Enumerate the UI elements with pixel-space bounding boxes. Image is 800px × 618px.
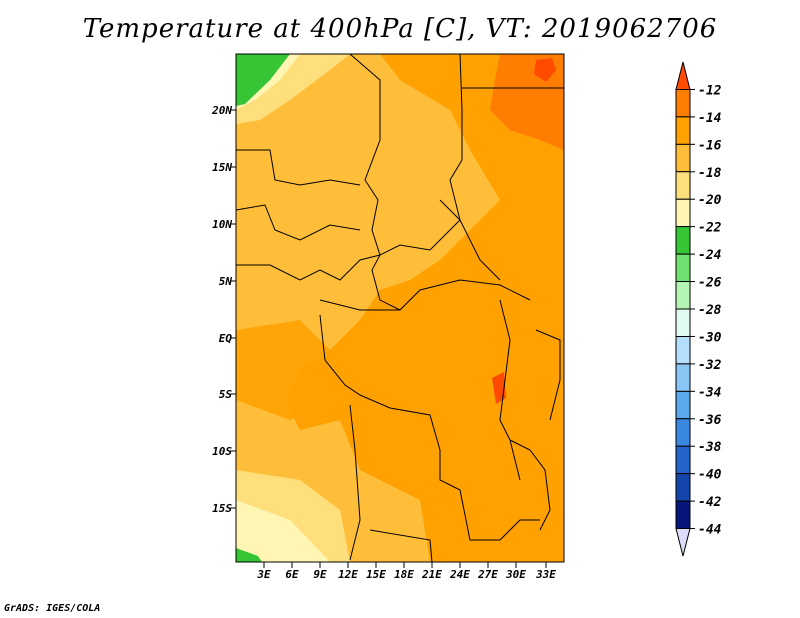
colorbar-label: -22 xyxy=(698,221,722,236)
svg-text:6E: 6E xyxy=(285,568,299,581)
svg-text:10S: 10S xyxy=(212,445,232,458)
lat-tick: 10S xyxy=(212,445,236,458)
colorbar: -12 -14 -16 -18 -20 -22 -24 -26 -28 -30 -32 -34 -36 -… xyxy=(675,61,722,557)
colorbar-label: -40 xyxy=(698,468,722,483)
colorbar-label: -16 xyxy=(698,138,722,153)
colorbar-label: -38 xyxy=(698,440,722,455)
colorbar-label: -12 xyxy=(698,83,722,98)
svg-text:30E: 30E xyxy=(505,568,526,581)
country-borders xyxy=(235,53,564,563)
colorbar-swatch xyxy=(675,143,691,173)
colorbar-swatch xyxy=(675,253,691,283)
colorbar-swatch xyxy=(675,281,691,310)
svg-text:3E: 3E xyxy=(256,568,271,581)
svg-text:15E: 15E xyxy=(366,568,386,581)
lon-tick: 27E xyxy=(477,562,498,581)
svg-text:5S: 5S xyxy=(219,388,233,401)
colorbar-swatch xyxy=(675,500,691,530)
colorbar-label: -36 xyxy=(698,413,722,428)
colorbar-swatch xyxy=(675,445,691,475)
lat-tick: 10N xyxy=(212,218,236,231)
colorbar-swatch xyxy=(675,116,691,145)
svg-text:24E: 24E xyxy=(449,568,470,581)
lon-tick: 24E xyxy=(449,562,470,581)
colorbar-label: -44 xyxy=(698,523,722,538)
lon-tick: 33E xyxy=(535,562,556,581)
lon-tick: 18E xyxy=(394,562,414,581)
lon-tick: 12E xyxy=(338,562,358,581)
lat-tick: 15S xyxy=(212,502,236,515)
svg-text:21E: 21E xyxy=(421,568,442,581)
colorbar-label: -28 xyxy=(698,303,722,318)
colorbar-label: -32 xyxy=(698,358,722,373)
lon-tick: 21E xyxy=(421,562,442,581)
colorbar-label: -30 xyxy=(698,330,722,345)
colorbar-swatch xyxy=(675,335,691,365)
lon-tick: 3E xyxy=(256,562,271,581)
svg-text:5N: 5N xyxy=(219,275,233,288)
lat-tick: 5S xyxy=(219,388,236,401)
colorbar-label: -42 xyxy=(698,495,722,510)
temperature-field xyxy=(236,54,564,562)
lon-tick: 30E xyxy=(505,562,526,581)
lat-tick: EQ xyxy=(219,332,236,345)
lon-tick: 9E xyxy=(313,562,327,581)
svg-text:EQ: EQ xyxy=(219,332,233,345)
colorbar-swatch xyxy=(675,363,691,392)
colorbar-swatch xyxy=(675,473,691,502)
map-title: Temperature at 400hPa [C], VT: 201906270… xyxy=(82,14,718,44)
colorbar-swatch xyxy=(675,308,691,337)
colorbar-label: -20 xyxy=(698,193,722,208)
svg-text:10N: 10N xyxy=(212,218,232,231)
colorbar-label: -26 xyxy=(698,276,722,291)
colorbar-swatch xyxy=(675,171,691,200)
colorbar-swatch xyxy=(675,418,691,447)
colorbar-label: -24 xyxy=(698,248,722,263)
svg-text:27E: 27E xyxy=(477,568,498,581)
colorbar-swatch xyxy=(675,528,691,557)
colorbar-label: -18 xyxy=(698,166,722,181)
colorbar-label: -14 xyxy=(698,111,722,126)
grads-credit: GrADS: IGES/COLA xyxy=(4,603,101,614)
colorbar-swatch xyxy=(675,198,691,228)
svg-text:15S: 15S xyxy=(212,502,232,515)
lat-tick: 20N xyxy=(211,104,236,117)
lon-tick: 15E xyxy=(366,562,386,581)
map-frame xyxy=(235,53,565,563)
svg-text:20N: 20N xyxy=(211,104,232,117)
latitude-axis: 20N 15N 10N 5N EQ 5S 10S 15S xyxy=(211,104,236,515)
colorbar-swatch xyxy=(675,61,691,90)
lon-tick: 6E xyxy=(285,562,299,581)
svg-text:15N: 15N xyxy=(212,161,232,174)
colorbar-swatch xyxy=(675,226,691,255)
svg-text:9E: 9E xyxy=(313,568,327,581)
colorbar-label: -34 xyxy=(698,385,722,400)
colorbar-swatch xyxy=(675,88,691,118)
colorbar-swatch xyxy=(675,390,691,420)
svg-text:12E: 12E xyxy=(338,568,358,581)
longitude-axis: 3E 6E 9E 12E 15E 18E 21E 24E 27E 30E 33E xyxy=(256,562,556,581)
svg-text:18E: 18E xyxy=(394,568,414,581)
lat-tick: 5N xyxy=(219,275,236,288)
lat-tick: 15N xyxy=(212,161,236,174)
svg-text:33E: 33E xyxy=(535,568,556,581)
